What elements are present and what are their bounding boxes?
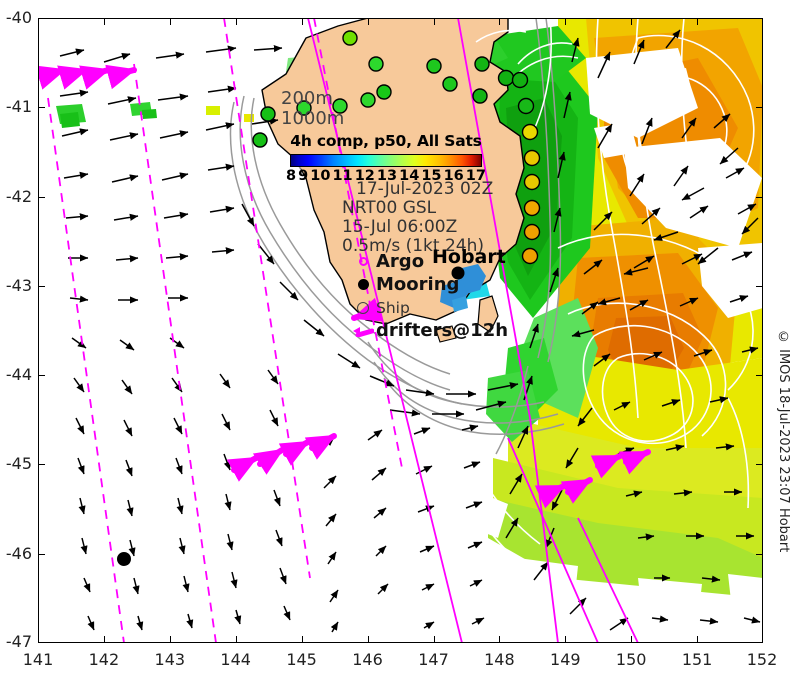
map-svg (38, 18, 763, 643)
info-line-datetime: 17-Jul-2023 02Z (356, 179, 494, 199)
mooring-marker (117, 552, 131, 566)
x-tick-label: 151 (681, 650, 713, 669)
x-tick-label: 149 (550, 650, 581, 669)
x-tick-label: 145 (286, 650, 317, 669)
key-label-mooring: Mooring (376, 274, 460, 295)
colorbar-tick: 11 (332, 168, 353, 184)
x-tick-label: 147 (418, 650, 449, 669)
drifter-arrow-icon (350, 325, 376, 337)
colorbar-block[interactable]: 4h comp, p50, All Sats 8 9 10 11 12 13 1… (262, 132, 510, 184)
key-row-argo: Argo (350, 250, 508, 273)
depth-label-200m: 200m (281, 88, 333, 109)
key-label-argo: Argo (376, 251, 425, 272)
info-text-block: 17-Jul-2023 02Z NRT00 GSL 15-Jul 06:00Z … (342, 180, 493, 256)
map-plot-area[interactable]: 200m 1000m 4h comp, p50, All Sats 8 9 10… (38, 18, 763, 643)
info-line-scale: 0.5m/s (1kt 24h) (342, 236, 484, 256)
x-tick-label: 146 (352, 650, 383, 669)
key-label-drifters: drifters@12h (376, 320, 509, 341)
x-tick-label: 143 (154, 650, 186, 669)
marker-key-legend: Argo Mooring Ship drifters@12h (350, 250, 508, 342)
x-tick-label: 144 (220, 650, 251, 669)
x-tick-label: 152 (746, 650, 778, 669)
y-tick-label: -47 (5, 632, 32, 651)
colorbar-tick: 14 (399, 168, 420, 184)
colorbar-tick: 15 (421, 168, 442, 184)
place-label-hobart: Hobart (432, 246, 506, 268)
sst-field (56, 18, 763, 618)
x-tick-label: 148 (484, 650, 515, 669)
key-row-mooring: Mooring (350, 273, 508, 296)
colorbar-tick: 17 (465, 168, 486, 184)
y-tick-label: -46 (5, 543, 32, 563)
ship-circle-icon (350, 301, 376, 314)
colorbar-title: 4h comp, p50, All Sats (290, 132, 482, 150)
y-tick-label: -45 (5, 454, 32, 474)
colorbar-tick: 12 (354, 168, 375, 184)
colorbar-tick: 9 (298, 168, 309, 184)
key-label-ship: Ship (376, 298, 410, 317)
hobart-marker (451, 266, 465, 280)
info-line-validtime: 15-Jul 06:00Z (342, 217, 458, 237)
y-tick-label: -41 (5, 97, 32, 117)
colorbar-gradient[interactable] (290, 154, 482, 167)
satellite-track-dashed (47, 18, 403, 643)
copyright-text: © IMOS 18-Jul-2023 23:07 Hobart (776, 330, 791, 553)
x-tick-label: 150 (615, 650, 647, 669)
argo-circle-icon (350, 257, 376, 266)
x-tick-label: 142 (88, 650, 120, 669)
y-tick-label: -44 (5, 365, 32, 385)
colorbar-tick: 8 (286, 168, 297, 184)
y-tick-label: -40 (5, 8, 32, 27)
y-tick-label: -43 (5, 275, 32, 295)
colorbar-tick: 16 (443, 168, 464, 184)
observation-markers[interactable] (117, 30, 541, 566)
current-vectors-reverse (545, 147, 759, 549)
map-layers (38, 18, 763, 643)
satellite-track-solid (307, 18, 639, 643)
key-row-ship: Ship (350, 296, 508, 319)
mooring-dot-icon (350, 279, 376, 290)
drifter-track-arrows (38, 64, 651, 509)
info-line-model: NRT00 GSL (342, 198, 437, 218)
key-row-drifters: drifters@12h (350, 319, 508, 342)
colorbar-tick: 10 (310, 168, 331, 184)
current-vectors (59, 29, 761, 633)
y-tick-label: -42 (5, 186, 32, 206)
colorbar-tick: 13 (376, 168, 398, 184)
x-tick-label: 141 (22, 650, 54, 669)
depth-label-1000m: 1000m (281, 108, 345, 129)
colorbar-tick-labels: 8 9 10 11 12 13 14 15 16 17 (286, 167, 486, 184)
